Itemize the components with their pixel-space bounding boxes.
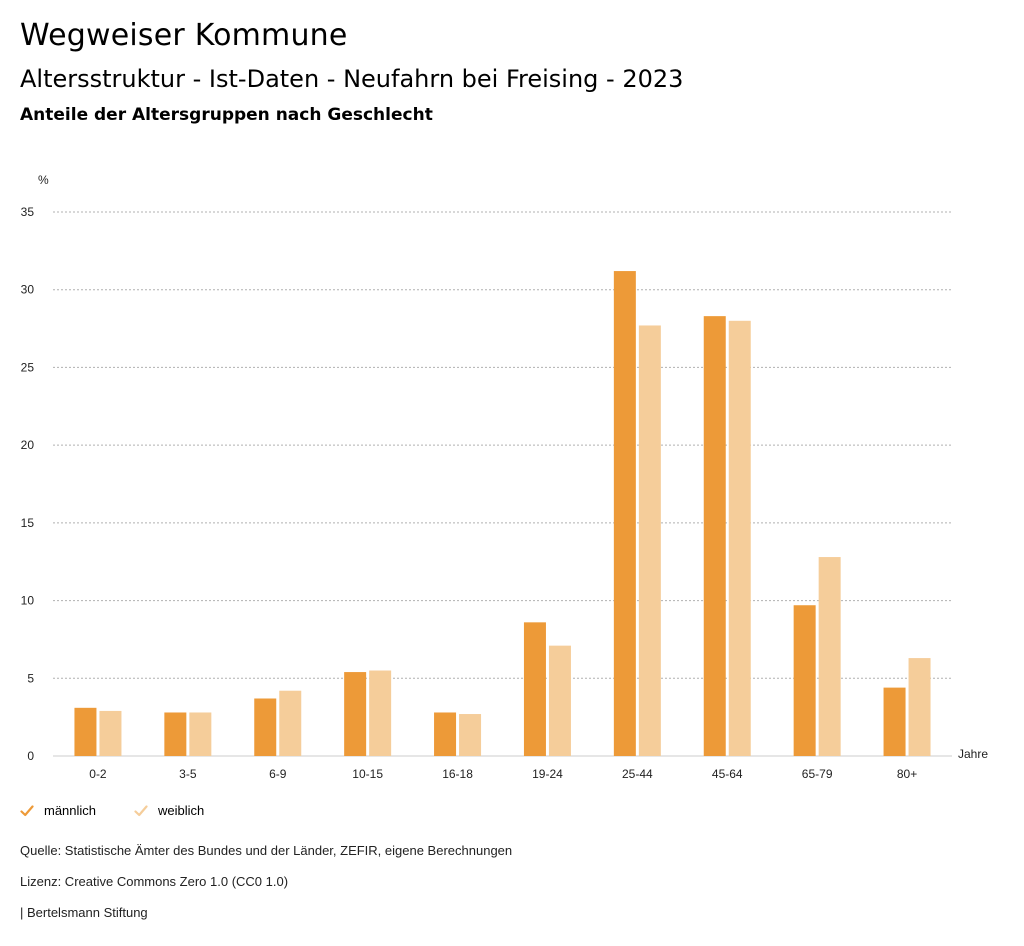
bar-female (908, 658, 931, 756)
y-tick-label: 20 (21, 438, 35, 452)
bar-female (818, 557, 841, 756)
source-note: Quelle: Statistische Ämter des Bundes un… (20, 843, 513, 858)
bar-male (254, 698, 277, 756)
legend-label-male: männlich (44, 803, 97, 818)
x-tick-label: 16-18 (442, 767, 473, 781)
bar-chart: % 0 5 10 15 20 25 30 35 0-2 3-5 6-9 10-15 16-18 19-24 2… (21, 173, 989, 781)
y-tick-label: 10 (21, 594, 35, 608)
y-tick-label: 30 (21, 283, 35, 297)
bar-male (793, 605, 816, 756)
chart-title: Wegweiser Kommune (20, 18, 348, 53)
x-tick-label: 19-24 (532, 767, 563, 781)
license-note: Lizenz: Creative Commons Zero 1.0 (CC0 1… (20, 874, 289, 889)
publisher-note: | Bertelsmann Stiftung (20, 905, 148, 920)
bar-female (638, 325, 661, 756)
y-tick-label: 25 (21, 360, 35, 374)
legend-label-female: weiblich (158, 803, 205, 818)
x-tick-label: 65-79 (802, 767, 833, 781)
bar-female (548, 645, 571, 756)
check-icon (20, 804, 34, 816)
bar-female (459, 714, 482, 756)
bar-female (189, 712, 212, 756)
bar-male (434, 712, 457, 756)
bar-male (164, 712, 187, 756)
bar-female (99, 710, 122, 756)
check-icon (134, 804, 148, 816)
chart-subtitle: Altersstruktur - Ist-Daten - Neufahrn be… (20, 65, 684, 93)
bar-male (883, 687, 906, 756)
bar-male (523, 622, 546, 756)
bar-male (74, 707, 97, 756)
bar-female (369, 670, 392, 756)
x-tick-label: 80+ (897, 767, 917, 781)
legend: männlich weiblich (20, 803, 204, 818)
bar-female (728, 320, 751, 756)
y-tick-label: 5 (27, 671, 34, 685)
y-axis-label: % (38, 173, 49, 187)
x-tick-label: 0-2 (89, 767, 107, 781)
x-tick-label: 25-44 (622, 767, 653, 781)
x-tick-label: 45-64 (712, 767, 743, 781)
x-axis-label: Jahre (958, 747, 988, 761)
y-tick-label: 35 (21, 205, 35, 219)
legend-item-female[interactable]: weiblich (134, 803, 204, 818)
x-tick-label: 3-5 (179, 767, 197, 781)
y-tick-label: 0 (27, 749, 34, 763)
x-tick-label: 10-15 (352, 767, 383, 781)
y-tick-label: 15 (21, 516, 35, 530)
chart-description: Anteile der Altersgruppen nach Geschlech… (20, 105, 433, 125)
bar-male (613, 271, 636, 756)
bar-male (703, 316, 726, 756)
legend-item-male[interactable]: männlich (20, 803, 96, 818)
bar-female (279, 690, 302, 756)
bar-male (344, 672, 367, 756)
x-tick-label: 6-9 (269, 767, 287, 781)
